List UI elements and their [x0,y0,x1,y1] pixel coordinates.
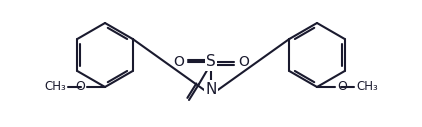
Text: O: O [173,55,184,69]
Text: O: O [337,81,347,93]
Text: CH₃: CH₃ [356,81,378,93]
Text: N: N [206,82,216,97]
Text: S: S [206,54,216,69]
Text: O: O [238,55,249,69]
Text: O: O [75,81,85,93]
Text: CH₃: CH₃ [44,81,66,93]
